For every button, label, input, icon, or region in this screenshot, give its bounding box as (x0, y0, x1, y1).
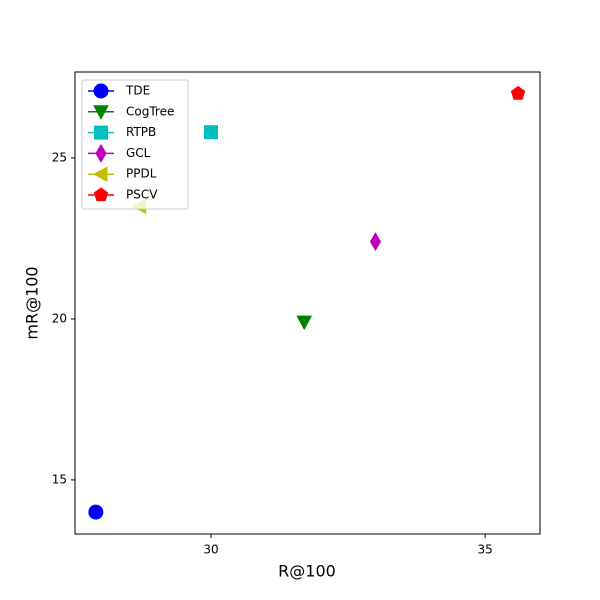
legend-label: TDE (125, 84, 150, 98)
marker (88, 504, 104, 520)
plot-frame (74, 71, 541, 535)
y-axis-label: mR@100 (23, 266, 42, 339)
marker (203, 125, 218, 140)
y-tick-label: 20 (52, 311, 67, 325)
legend-label: GCL (126, 146, 151, 160)
legend-label: PPDL (126, 167, 157, 181)
y-tick-label: 15 (52, 472, 67, 486)
x-axis-label: R@100 (278, 562, 336, 581)
legend-marker (93, 187, 109, 202)
x-tick-label: 35 (478, 543, 493, 557)
marker (510, 85, 526, 100)
legend-label: RTPB (126, 125, 156, 139)
legend-marker (92, 166, 108, 183)
legend-label: CogTree (126, 104, 174, 118)
marker (296, 315, 313, 331)
y-tick-label: 25 (52, 150, 67, 164)
legend-marker (95, 143, 107, 163)
legend-marker (93, 83, 109, 99)
legend-label: PSCV (126, 188, 158, 202)
marker (369, 232, 382, 252)
legend-marker (94, 125, 108, 140)
legend-marker (93, 105, 109, 120)
x-tick-label: 30 (203, 543, 218, 557)
